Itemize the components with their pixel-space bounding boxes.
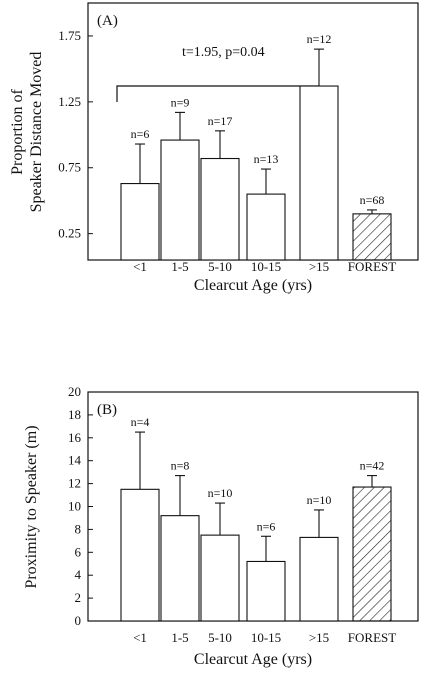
panel-a-x-tick-4: >15 <box>309 259 329 274</box>
panel-b-y-tick-0: 0 <box>75 613 82 628</box>
panel-a-bar-1 <box>160 139 200 261</box>
panel-b-label: (B) <box>97 402 117 418</box>
panel-b-y-tick-5: 10 <box>68 499 81 514</box>
panel-b-bar-2 <box>200 534 240 622</box>
panel-a-x-tick-5: FOREST <box>348 259 396 274</box>
panel-a-bar-2 <box>200 157 240 261</box>
panel-a-label: (A) <box>97 13 118 29</box>
panel-b-y-tick-1: 2 <box>75 590 82 605</box>
panel-b-x-tick-1: 1-5 <box>171 630 188 645</box>
panel-a-error-bar-0 <box>135 143 145 184</box>
panel-b-y-tick-4: 8 <box>75 521 82 536</box>
panel-b-bar-4 <box>299 536 339 622</box>
panel-a-error-bars <box>135 48 377 214</box>
panel-a-n-label-1: n=9 <box>171 95 190 109</box>
panel-b-x-ticks: <1 1-5 5-10 10-15 >15 FOREST <box>133 630 396 645</box>
panel-b-error-bar-3 <box>261 535 271 562</box>
panel-b-n-labels: n=4 n=8 n=10 n=6 n=10 n=42 <box>131 415 385 533</box>
panel-a-error-bar-4 <box>314 48 324 87</box>
panel-a-y-tick-1: 0.75 <box>58 160 81 175</box>
panel-a-bar-0 <box>120 183 160 261</box>
panel-a-x-tick-1: 1-5 <box>171 259 188 274</box>
panel-a-n-labels: n=6 n=9 n=17 n=13 n=12 n=68 <box>131 32 385 207</box>
panel-a-x-ticks: <1 1-5 5-10 10-15 >15 FOREST <box>133 259 396 274</box>
panel-a-n-label-4: n=12 <box>307 32 332 46</box>
panel-a-n-label-3: n=13 <box>254 152 279 166</box>
panel-b-y-tick-3: 6 <box>75 544 82 559</box>
panel-a-y-ticks: 0.25 0.75 1.25 1.75 <box>58 28 93 241</box>
panel-a-n-label-2: n=17 <box>208 114 233 128</box>
panel-a-y-tick-2: 1.25 <box>58 94 81 109</box>
panel-b-y-ticks: 0 2 4 6 8 10 12 14 16 18 20 <box>68 384 93 628</box>
panel-b-y-tick-8: 16 <box>68 430 82 445</box>
panel-a-n-label-0: n=6 <box>131 127 150 141</box>
panel-b-n-label-2: n=10 <box>208 486 233 500</box>
panel-b-x-tick-3: 10-15 <box>251 630 281 645</box>
panel-b-n-label-0: n=4 <box>131 415 150 429</box>
panel-a-x-axis-label: Clearcut Age (yrs) <box>194 277 312 294</box>
panel-a-bar-4 <box>299 85 339 261</box>
panel-a-bars <box>120 85 392 261</box>
panel-a-y-axis-label-line2: Speaker Distance Moved <box>28 52 45 213</box>
panel-a-x-tick-2: 5-10 <box>208 259 232 274</box>
panel-b-bar-5 <box>352 486 392 622</box>
panel-b-y-tick-2: 4 <box>75 567 82 582</box>
panel-b-x-axis-label: Clearcut Age (yrs) <box>194 651 312 668</box>
panel-b-error-bar-2 <box>215 502 225 536</box>
panel-b-n-label-1: n=8 <box>171 459 190 473</box>
panel-b-bar-3 <box>246 560 286 622</box>
panel-a-error-bar-5 <box>367 209 377 214</box>
panel-b-error-bar-5 <box>367 475 377 488</box>
panel-a-error-bar-2 <box>215 130 225 159</box>
panel-b: (B) n=4 n=8 n=10 n=6 n=10 n=42 0 2 4 6 8 10 12 14 16 1… <box>23 384 419 668</box>
panel-b-error-bar-4 <box>314 509 324 538</box>
panel-b-error-bar-1 <box>175 475 185 516</box>
panel-a-y-axis-label-line1: Proportion of <box>9 88 26 174</box>
panel-b-bar-1 <box>160 515 200 622</box>
panel-a-stat-annotation: t=1.95, p=0.04 <box>182 45 265 60</box>
panel-a-x-tick-0: <1 <box>133 259 147 274</box>
panel-a-y-tick-0: 0.25 <box>58 226 81 241</box>
panel-a-bar-5 <box>352 213 392 261</box>
panel-b-n-label-4: n=10 <box>307 493 332 507</box>
panel-a-error-bar-1 <box>175 111 185 141</box>
panel-b-x-tick-5: FOREST <box>348 630 396 645</box>
panel-a-bar-3 <box>246 193 286 261</box>
panel-a: (A) t=1.95, p=0.04 n=6n=9n=17n=13n=12n=6… <box>9 2 419 294</box>
comparison-bracket <box>116 85 319 102</box>
panel-b-y-tick-10: 20 <box>68 384 81 399</box>
panel-b-error-bar-0 <box>135 431 145 490</box>
panel-b-x-tick-0: <1 <box>133 630 147 645</box>
panel-b-n-label-5: n=42 <box>360 459 385 473</box>
panel-b-error-bars <box>135 431 377 562</box>
panel-b-y-tick-6: 12 <box>68 476 81 491</box>
panel-a-n-label-5: n=68 <box>360 193 385 207</box>
panel-b-n-label-3: n=6 <box>257 519 276 533</box>
panel-a-x-tick-3: 10-15 <box>251 259 281 274</box>
panel-b-y-tick-7: 14 <box>68 453 82 468</box>
panel-b-y-tick-9: 18 <box>68 407 81 422</box>
panel-b-y-axis-label: Proximity to Speaker (m) <box>23 425 40 588</box>
panel-b-x-tick-2: 5-10 <box>208 630 232 645</box>
panel-b-bar-0 <box>120 488 160 622</box>
panel-a-y-tick-3: 1.75 <box>58 28 81 43</box>
panel-b-x-tick-4: >15 <box>309 630 329 645</box>
panel-b-bars <box>120 486 392 622</box>
panel-a-error-bar-3 <box>261 168 271 195</box>
